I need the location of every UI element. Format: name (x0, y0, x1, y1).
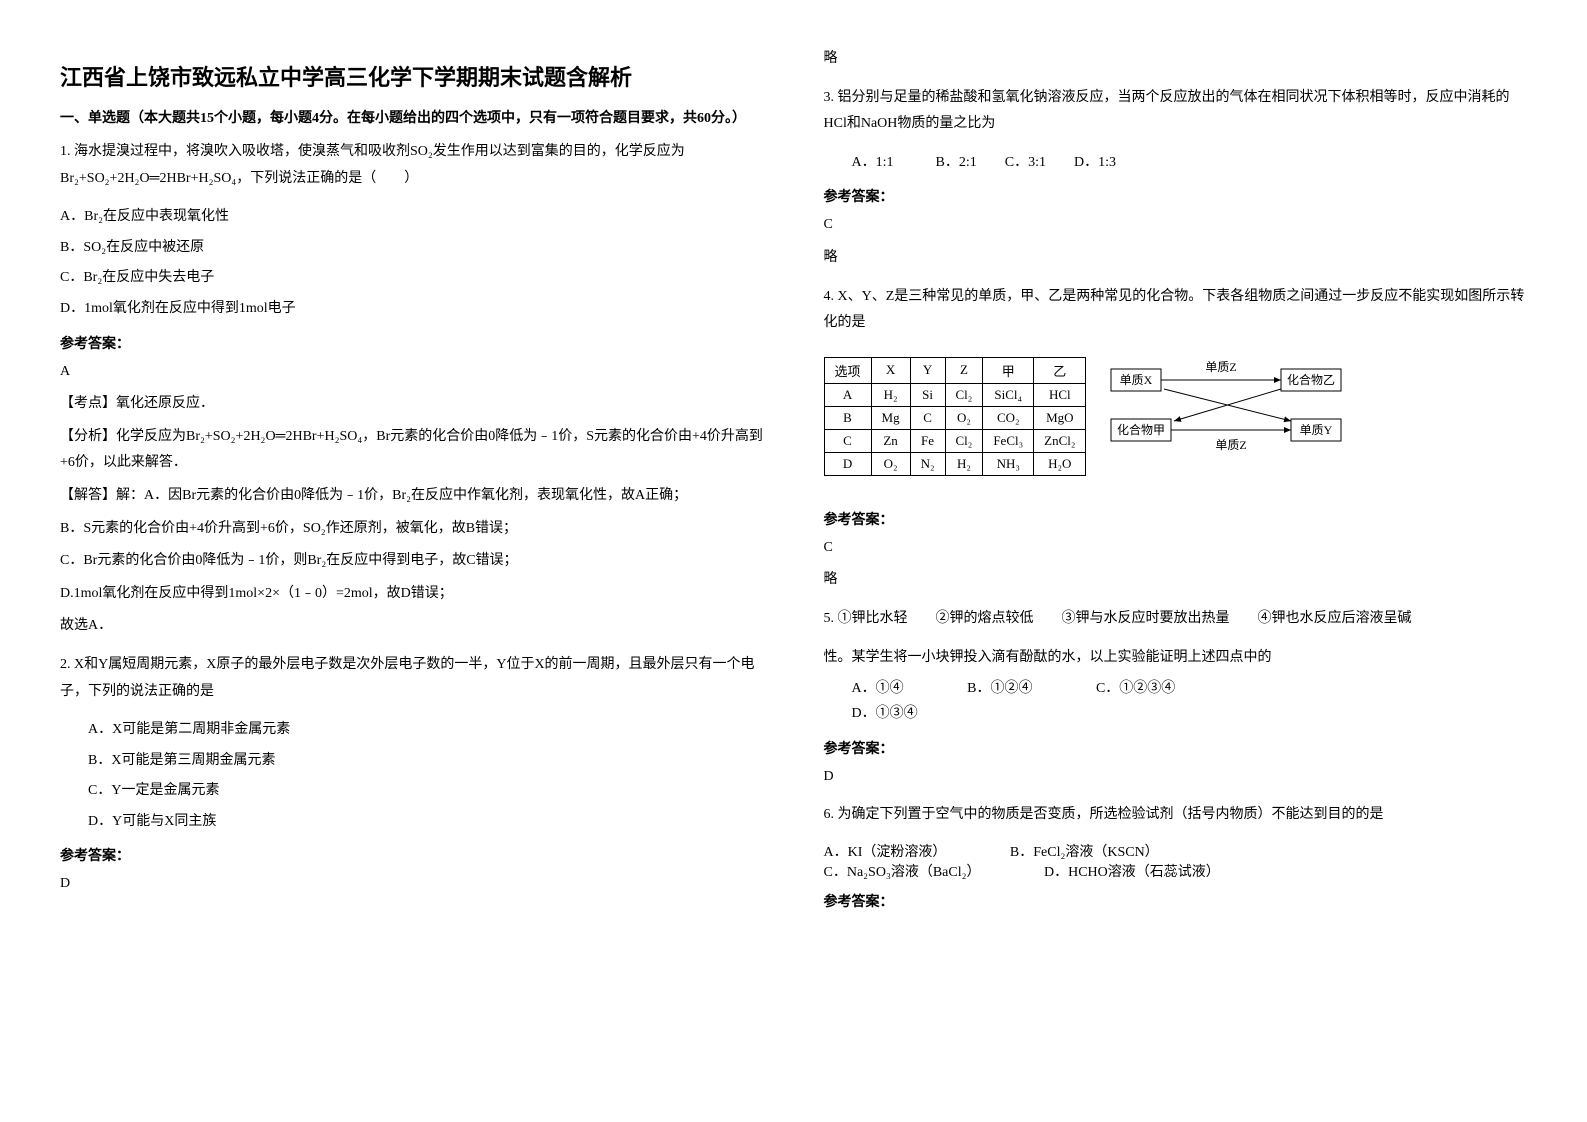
q1-pick: 故选A． (60, 613, 764, 640)
q4-r0c3: Cl₂ (945, 383, 983, 406)
q4-th2: Y (910, 357, 945, 383)
q4-r2c2: Fe (910, 429, 945, 452)
q4-answer-label: 参考答案： (824, 509, 1528, 529)
q4-th5: 乙 (1034, 357, 1086, 383)
q5-optA: A．①④ (852, 677, 904, 697)
q5-optC: C．①②③④ (1096, 677, 1175, 697)
q1-answer: A (60, 359, 764, 386)
q1-solC: C．Br元素的化合价由0降低为﹣1价，则Br₂在反应中得到电子，故C错误； (60, 548, 764, 575)
q4-table: 选项 X Y Z 甲 乙 A H₂ Si Cl₂ SiCl₄ HCl B (824, 357, 1087, 476)
q4-r1c3: O₂ (945, 406, 983, 429)
q3-brief: 略 (824, 245, 1528, 272)
q4-diagram: 单质X 化合物乙 化合物甲 单质Y 单质Z 单质Z (1106, 349, 1346, 459)
q4-r3c5: H₂O (1034, 452, 1086, 475)
q4-th0: 选项 (824, 357, 871, 383)
q6-opts-row1: A．KI（淀粉溶液） B．FeCl₂溶液（KSCN） (824, 841, 1528, 861)
q5-stem2: 性。某学生将一小块钾投入滴有酚酞的水，以上实验能证明上述四点中的 (824, 645, 1528, 672)
q4-r3c2: N₂ (910, 452, 945, 475)
q4-answer: C (824, 535, 1528, 562)
d-n1: 单质X (1120, 373, 1153, 387)
q1-optD: D．1mol氧化剂在反应中得到1mol电子 (60, 296, 764, 323)
q3-opts: A．1:1 B．2:1 C．3:1 D．1:3 (824, 150, 1528, 177)
q5-answer: D (824, 764, 1528, 791)
q5-stem1: 5. ①钾比水轻 ②钾的熔点较低 ③钾与水反应时要放出热量 ④钾也水反应后溶液呈… (824, 606, 1528, 633)
q4-th1: X (871, 357, 910, 383)
q4-r0c5: HCl (1034, 383, 1086, 406)
q5-optB: B．①②④ (967, 677, 1032, 697)
d-labT: 单质Z (1206, 360, 1237, 374)
q2-optA: A．X可能是第二周期非金属元素 (60, 717, 764, 744)
q2-brief: 略 (824, 46, 1528, 73)
q2-optD: D．Y可能与X同主族 (60, 809, 764, 836)
q4-r3c0: D (824, 452, 871, 475)
q6-stem: 6. 为确定下列置于空气中的物质是否变质，所选检验试剂（括号内物质）不能达到目的… (824, 802, 1528, 829)
q1-answer-label: 参考答案： (60, 333, 764, 353)
q1-solB: B．S元素的化合价由+4价升高到+6价，SO₂作还原剂，被氧化，故B错误； (60, 516, 764, 543)
q4-r0c2: Si (910, 383, 945, 406)
q3-answer-label: 参考答案： (824, 186, 1528, 206)
q4-th3: Z (945, 357, 983, 383)
page-title: 江西省上饶市致远私立中学高三化学下学期期末试题含解析 (60, 60, 764, 92)
q6-optC: C．Na₂SO₃溶液（BaCl₂） (824, 861, 981, 881)
q5-answer-label: 参考答案： (824, 738, 1528, 758)
q2-stem: 2. X和Y属短周期元素，X原子的最外层电子数是次外层电子数的一半，Y位于X的前… (60, 652, 764, 705)
q1-optB: B．SO₂在反应中被还原 (60, 235, 764, 262)
q6-answer-label: 参考答案： (824, 891, 1528, 911)
q6-opts-row2: C．Na₂SO₃溶液（BaCl₂） D．HCHO溶液（石蕊试液） (824, 861, 1528, 881)
q1-analysis: 【分析】化学反应为Br₂+SO₂+2H₂O═2HBr+H₂SO₄，Br元素的化合… (60, 424, 764, 477)
q1-optA: A．Br₂在反应中表现氧化性 (60, 204, 764, 231)
q4-r2c0: C (824, 429, 871, 452)
q4-r2c5: ZnCl₂ (1034, 429, 1086, 452)
q4-r2c3: Cl₂ (945, 429, 983, 452)
q2-optC: C．Y一定是金属元素 (60, 778, 764, 805)
q4-r3c4: NH₃ (983, 452, 1034, 475)
q4-stem: 4. X、Y、Z是三种常见的单质，甲、乙是两种常见的化合物。下表各组物质之间通过… (824, 284, 1528, 337)
q4-r1c5: MgO (1034, 406, 1086, 429)
q4-r3c3: H₂ (945, 452, 983, 475)
q4-r1c1: Mg (871, 406, 910, 429)
q4-r3c1: O₂ (871, 452, 910, 475)
q4-r0c0: A (824, 383, 871, 406)
q4-brief: 略 (824, 567, 1528, 594)
q2-answer-label: 参考答案： (60, 845, 764, 865)
q4-r1c0: B (824, 406, 871, 429)
q6-optD: D．HCHO溶液（石蕊试液） (1044, 861, 1220, 881)
q4-th4: 甲 (983, 357, 1034, 383)
q2-answer: D (60, 871, 764, 898)
d-n2: 化合物乙 (1287, 372, 1335, 387)
q6-optA: A．KI（淀粉溶液） (824, 841, 947, 861)
q5-optD: D．①③④ (824, 701, 1528, 728)
q4-r1c2: C (910, 406, 945, 429)
q1-solD: D.1mol氧化剂在反应中得到1mol×2×（1﹣0）=2mol，故D错误； (60, 581, 764, 608)
q4-r1c4: CO₂ (983, 406, 1034, 429)
q3-stem: 3. 铝分别与足量的稀盐酸和氢氧化钠溶液反应，当两个反应放出的气体在相同状况下体… (824, 85, 1528, 138)
d-labB: 单质Z (1216, 438, 1247, 452)
q2-optB: B．X可能是第三周期金属元素 (60, 748, 764, 775)
q6-optB: B．FeCl₂溶液（KSCN） (1010, 841, 1159, 861)
q5-opts-row1: A．①④ B．①②④ C．①②③④ (824, 677, 1528, 697)
q4-r0c1: H₂ (871, 383, 910, 406)
q4-diagram-area: 选项 X Y Z 甲 乙 A H₂ Si Cl₂ SiCl₄ HCl B (824, 349, 1528, 484)
q4-r2c1: Zn (871, 429, 910, 452)
section-header: 一、单选题（本大题共15个小题，每小题4分。在每小题给出的四个选项中，只有一项符… (60, 107, 764, 127)
q1-point: 【考点】氧化还原反应． (60, 391, 764, 418)
q3-answer: C (824, 212, 1528, 239)
q1-optC: C．Br₂在反应中失去电子 (60, 265, 764, 292)
d-n3: 化合物甲 (1117, 422, 1165, 437)
q4-r0c4: SiCl₄ (983, 383, 1034, 406)
q1-stem: 1. 海水提溴过程中，将溴吹入吸收塔，使溴蒸气和吸收剂SO₂发生作用以达到富集的… (60, 139, 764, 192)
q1-sol: 【解答】解：A．因Br元素的化合价由0降低为﹣1价，Br₂在反应中作氧化剂，表现… (60, 483, 764, 510)
q4-r2c4: FeCl₃ (983, 429, 1034, 452)
d-n4: 单质Y (1300, 423, 1333, 437)
